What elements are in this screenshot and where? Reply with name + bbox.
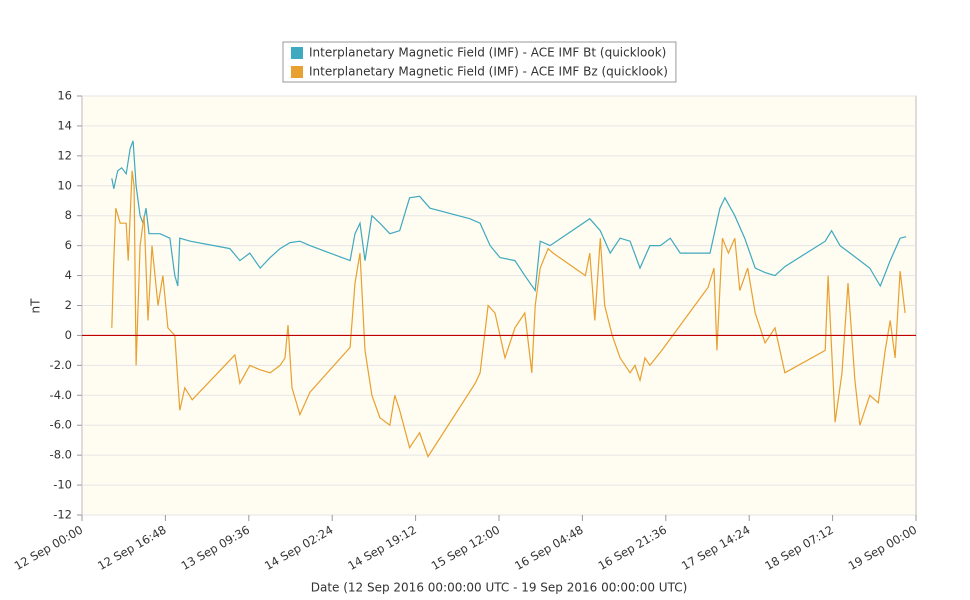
legend-swatch xyxy=(291,47,303,59)
y-axis-label: nT xyxy=(29,298,43,314)
y-tick-label: 4 xyxy=(65,268,72,282)
legend: Interplanetary Magnetic Field (IMF) - AC… xyxy=(282,41,677,83)
x-tick-label: 19 Sep 00:00 xyxy=(846,523,919,574)
legend-label: Interplanetary Magnetic Field (IMF) - AC… xyxy=(309,65,668,79)
x-tick-label: 15 Sep 12:00 xyxy=(429,523,502,574)
x-tick-label: 14 Sep 19:12 xyxy=(345,523,418,574)
x-tick-label: 12 Sep 16:48 xyxy=(95,523,168,574)
y-tick-label: -12 xyxy=(53,508,72,522)
x-tick-label: 13 Sep 09:36 xyxy=(179,523,252,574)
legend-swatch xyxy=(291,66,303,78)
y-tick-label: -6.0 xyxy=(50,418,72,432)
y-tick-label: 16 xyxy=(57,89,72,103)
y-tick-label: 8 xyxy=(65,208,72,222)
y-tick-label: -4.0 xyxy=(50,388,72,402)
x-tick-label: 16 Sep 21:36 xyxy=(596,523,669,574)
x-axis-label: Date (12 Sep 2016 00:00:00 UTC - 19 Sep … xyxy=(311,581,688,595)
x-tick-label: 17 Sep 14:24 xyxy=(679,523,752,574)
y-tick-label: -8.0 xyxy=(50,448,72,462)
data-line xyxy=(111,140,907,293)
y-tick-label: -2.0 xyxy=(50,358,72,372)
y-tick-label: -10 xyxy=(53,478,72,492)
legend-box xyxy=(282,41,677,83)
x-tick-label: 12 Sep 00:00 xyxy=(12,523,85,574)
y-tick-label: 0 xyxy=(65,328,72,342)
y-tick-label: 2 xyxy=(65,298,72,312)
y-tick-label: 6 xyxy=(65,238,72,252)
x-tick-label: 14 Sep 02:24 xyxy=(262,523,335,574)
legend-label: Interplanetary Magnetic Field (IMF) - AC… xyxy=(309,46,666,60)
y-tick-label: 10 xyxy=(57,178,72,192)
x-tick-label: 18 Sep 07:12 xyxy=(762,523,835,574)
y-tick-label: 14 xyxy=(57,118,72,132)
y-tick-label: 12 xyxy=(57,148,72,162)
x-tick-label: 16 Sep 04:48 xyxy=(512,523,585,574)
